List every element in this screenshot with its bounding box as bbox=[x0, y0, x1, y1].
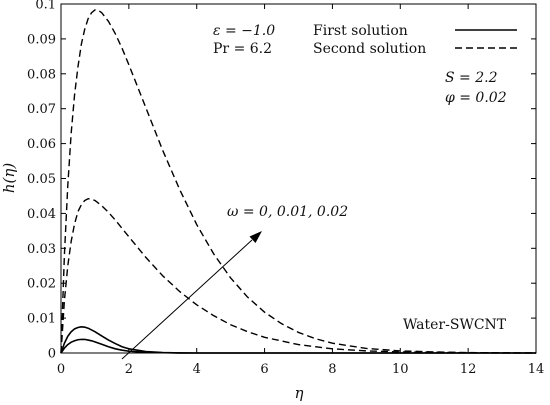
y-tick-label-7: 0.07 bbox=[27, 102, 56, 117]
series-line-1 bbox=[60, 326, 536, 354]
x-tick-label-4: 8 bbox=[328, 362, 336, 377]
y-axis-label: h(η) bbox=[0, 163, 18, 193]
y-tick-label-9: 0.09 bbox=[27, 32, 56, 47]
x-tick-label-6: 12 bbox=[460, 362, 477, 377]
param-pr: Pr = 6.2 bbox=[213, 41, 272, 57]
param-s: S = 2.2 bbox=[445, 70, 498, 86]
series-group bbox=[60, 9, 537, 354]
y-tick-label-3: 0.03 bbox=[27, 242, 56, 257]
y-tick-label-2: 0.02 bbox=[27, 277, 56, 292]
param-epsilon: ε = −1.0 bbox=[213, 23, 275, 39]
y-tick-label-1: 0.01 bbox=[27, 312, 56, 327]
y-tick-label-5: 0.05 bbox=[27, 172, 56, 187]
legend-label-first: First solution bbox=[313, 23, 408, 39]
series-line-3 bbox=[60, 9, 537, 354]
x-tick-label-3: 6 bbox=[260, 362, 268, 377]
y-tick-label-0: 0 bbox=[48, 347, 56, 362]
x-tick-label-1: 2 bbox=[125, 362, 133, 377]
y-tick-label-10: 0.1 bbox=[35, 0, 56, 13]
tick-marks bbox=[60, 3, 537, 354]
series-line-2 bbox=[60, 198, 537, 354]
x-tick-label-5: 10 bbox=[392, 362, 409, 377]
tick-labels: 0 2 4 6 8 10 12 14 0 0.01 0.02 0.03 0.04 0.05 0.06 0.07… bbox=[27, 0, 544, 377]
param-phi: φ = 0.02 bbox=[445, 90, 507, 106]
legend-label-second: Second solution bbox=[313, 41, 426, 57]
y-tick-label-6: 0.06 bbox=[27, 137, 56, 152]
x-axis-label: η bbox=[295, 384, 304, 402]
x-tick-label-0: 0 bbox=[57, 362, 65, 377]
x-tick-label-7: 14 bbox=[528, 362, 545, 377]
x-tick-label-2: 4 bbox=[193, 362, 201, 377]
series-line-0 bbox=[60, 338, 536, 354]
y-tick-label-8: 0.08 bbox=[27, 67, 56, 82]
omega-annotation: ω = 0, 0.01, 0.02 bbox=[227, 204, 348, 220]
plot-frame bbox=[60, 3, 537, 354]
fluid-label: Water-SWCNT bbox=[403, 317, 507, 333]
omega-arrow bbox=[121, 231, 262, 360]
y-tick-label-4: 0.04 bbox=[27, 207, 56, 222]
